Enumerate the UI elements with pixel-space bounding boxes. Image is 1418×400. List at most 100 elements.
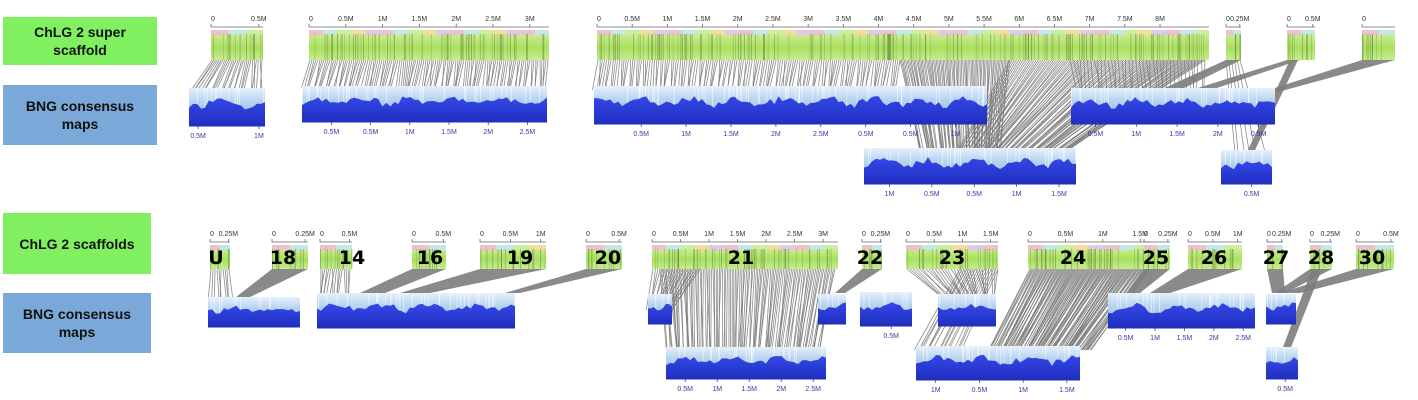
scaffold-number-label: 25 — [1143, 247, 1169, 269]
top-scaffold-3-ribbon — [1109, 30, 1124, 35]
bot-links-21b-line — [807, 268, 825, 351]
bot-links-21b-line — [792, 268, 804, 351]
top-links-c-line — [796, 59, 805, 91]
bottom-scaffold-21-ribbon — [737, 245, 753, 250]
bot-links-21b-line — [723, 268, 727, 351]
top-scaffold-3-ribbon — [796, 30, 811, 35]
bot-links-21b-line — [696, 268, 699, 351]
top-scaffold-3-ribbon — [938, 30, 953, 35]
bot-links-21b-line — [674, 268, 679, 351]
bottom-scaffold-18-ribbon — [290, 245, 308, 250]
bot-links-24-line — [1058, 268, 1110, 351]
top-links-c-line — [874, 59, 881, 91]
bot-links-23a-line — [913, 268, 941, 296]
top-links-c-line — [737, 59, 742, 91]
top-links-b-line — [503, 59, 509, 89]
bot-links-21b-line — [725, 268, 728, 351]
top-scaffold-2-ribbon — [534, 30, 549, 35]
bot-links-21b-line — [768, 268, 780, 351]
bottom-bng-map-9 — [666, 347, 826, 382]
top-links-b-line — [356, 59, 367, 89]
top-scaffold-2-ribbon — [393, 30, 408, 35]
top-links-c-line — [738, 59, 744, 91]
map-tick-label: 1M — [1150, 335, 1160, 342]
top-links-f-line — [1079, 59, 1083, 91]
bottom-scaffold-21-ribbon — [752, 245, 767, 250]
scaffold-number-label: 30 — [1359, 247, 1385, 269]
bot-links-14 — [320, 268, 351, 294]
top-links-f-line — [1187, 59, 1192, 91]
bot-links-21b — [659, 268, 836, 351]
top-links-c-line — [834, 59, 842, 91]
bottom-bng-map-3 — [648, 294, 672, 325]
bot-links-24-line — [1074, 268, 1135, 351]
bottom-scaffold-19 — [479, 239, 546, 269]
top-links-b-line — [514, 59, 521, 89]
top-links-e-line — [1000, 59, 1087, 151]
scaffold-tick-label: 0 — [412, 231, 416, 238]
top-links-e-line — [1008, 59, 1103, 151]
top-links-c-line — [682, 59, 688, 91]
bottom-scaffold-28 — [1309, 239, 1332, 269]
scaffold-tick-label: 1.5M — [1132, 231, 1148, 238]
top-links-a-line — [251, 59, 257, 93]
bottom-scaffold-24-ribbon — [1104, 245, 1120, 250]
top-scaffold-2-ribbon — [323, 30, 338, 35]
map-tick-label: 0.5M — [1088, 131, 1104, 138]
bot-links-u — [208, 268, 233, 298]
scaffold-number-label: 24 — [1060, 247, 1086, 269]
bot-links-21b-line — [753, 268, 764, 351]
bot-links-21b-line — [752, 268, 757, 351]
bottom-scaffold-19-ribbon — [496, 245, 513, 250]
top-links-b-line — [446, 59, 455, 89]
top-links-c-line — [744, 59, 751, 91]
top-links-c-line — [722, 59, 729, 91]
map-tick-label: 2.5M — [520, 129, 536, 136]
bottom-bng-map-5 — [860, 292, 912, 329]
top-links-c-line — [680, 59, 684, 91]
top-bng-map-6-profile — [1221, 161, 1272, 184]
bot-links-24-line — [1065, 268, 1124, 351]
top-links-c-line — [775, 59, 779, 91]
top-links-b-line — [405, 59, 411, 89]
bottom-bng-map-10-profile — [916, 354, 1080, 380]
scaffold-tick-label: 0.5M — [1305, 16, 1321, 23]
bottom-scaffold-20-ribbon — [586, 245, 604, 250]
top-links-b-line — [364, 59, 371, 89]
top-links-b-line — [318, 59, 327, 89]
bot-links-24-line — [1071, 268, 1130, 351]
top-links-c-line — [859, 59, 864, 91]
top-links-b-line — [400, 59, 405, 89]
map-tick-label: 1.5M — [441, 129, 457, 136]
top-links-b-line — [473, 59, 481, 89]
scaffold-tick-label: 1M — [704, 231, 714, 238]
scaffold-tick-label: 0 — [862, 231, 866, 238]
bottom-scaffold-20-ribbon — [604, 245, 622, 250]
top-links-e-line — [1018, 59, 1116, 151]
map-tick-label: 1M — [254, 133, 264, 140]
top-links-c-line — [631, 59, 636, 91]
bot-links-21b-line — [686, 268, 689, 351]
map-tick-label: 0.5M — [924, 191, 940, 198]
top-links-b-line — [471, 59, 479, 89]
top-links-c-line — [823, 59, 827, 91]
top-scaffold-2-ribbon — [464, 30, 479, 35]
bottom-scaffold-21-ribbon — [809, 245, 824, 250]
top-links-b-line — [462, 59, 467, 89]
bot-links-21b-line — [758, 268, 767, 351]
bot-links-24-line — [989, 268, 1034, 351]
top-links-c-line — [802, 59, 810, 91]
bottom-bng-map-11 — [1266, 347, 1298, 382]
top-links-c-line — [698, 59, 705, 91]
top-links-a-line — [213, 59, 230, 93]
top-links-b-line — [499, 59, 505, 89]
scaffold-tick-label: 4.5M — [906, 16, 922, 23]
scaffold-tick-label: 0 — [652, 231, 656, 238]
top-links-a-line — [211, 59, 228, 93]
scaffold-number-label: 26 — [1201, 247, 1227, 269]
top-links-b-line — [368, 59, 377, 89]
bottom-bng-map-7 — [1108, 293, 1255, 331]
top-links-b-line — [423, 59, 431, 89]
scaffold-tick-label: 0 — [320, 231, 324, 238]
bottom-scaffold-19-ribbon — [529, 245, 546, 250]
